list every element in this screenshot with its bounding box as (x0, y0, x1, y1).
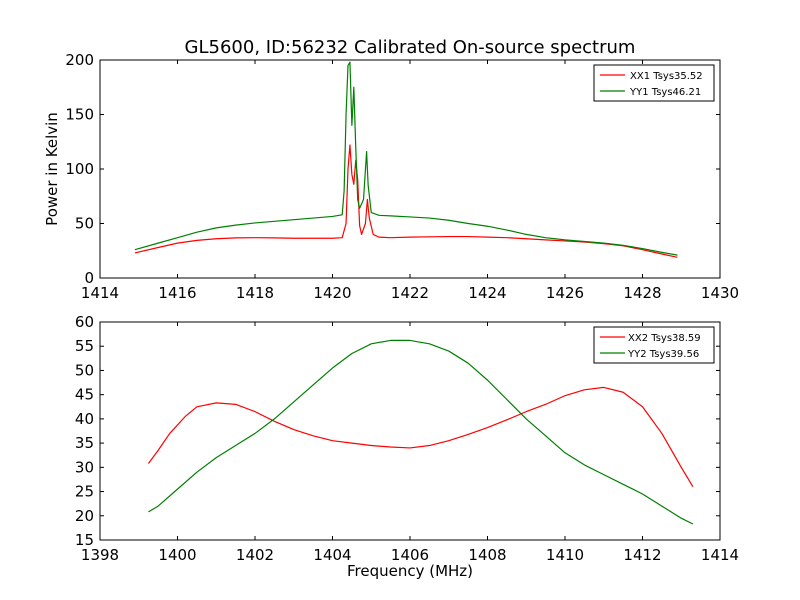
top-legend: XX1 Tsys35.52 YY1 Tsys46.21 (593, 64, 715, 102)
top-x-tick-label: 1418 (236, 284, 274, 302)
bottom-x-tick-label: 1412 (623, 546, 661, 564)
top-y-tick-label: 100 (65, 160, 94, 178)
bottom-y-tick-label: 50 (75, 361, 94, 379)
top-legend-label-xx1: XX1 Tsys35.52 (630, 71, 703, 82)
top-x-tick-label: 1428 (623, 284, 661, 302)
bottom-legend-box (593, 326, 715, 364)
bottom-y-tick-label: 40 (75, 410, 94, 428)
bottom-y-tick-label: 25 (75, 483, 94, 501)
bottom-series-lines (147, 339, 694, 525)
bottom-x-tick-label: 1402 (236, 546, 274, 564)
top-x-tick-label: 1430 (701, 284, 739, 302)
top-y-tick-label: 0 (84, 269, 94, 287)
bottom-x-tick-label: 1410 (546, 546, 584, 564)
bottom-x-tick-label: 1408 (468, 546, 506, 564)
bottom-legend: XX2 Tsys38.59 YY2 Tsys39.56 (593, 326, 715, 364)
top-x-tick-label: 1422 (391, 284, 429, 302)
bottom-spectrum-panel: 1398 1400 1402 1404 1406 1408 1410 1412 1414 15 20… (75, 313, 739, 580)
bottom-plot-frame (99, 321, 721, 541)
bottom-y-tick-label: 30 (75, 458, 94, 476)
bottom-y-tick-label: 45 (75, 386, 94, 404)
bottom-series-line-yy2 (148, 339, 694, 525)
bottom-y-tick-label: 60 (75, 313, 94, 331)
x-axis-label: Frequency (MHz) (347, 562, 473, 580)
top-plot-frame (99, 59, 721, 279)
bottom-x-tick-label: 1404 (313, 546, 351, 564)
bottom-x-tick-label: 1398 (81, 546, 119, 564)
top-legend-box (593, 64, 715, 102)
chart-title: GL5600, ID:56232 Calibrated On-source sp… (185, 37, 636, 58)
bottom-y-tick-label: 15 (75, 531, 94, 549)
top-y-tick-label: 200 (65, 51, 94, 69)
top-x-tick-label: 1420 (313, 284, 351, 302)
top-x-tick-label: 1416 (158, 284, 196, 302)
top-series-lines (134, 61, 678, 258)
top-x-tick-label: 1414 (81, 284, 119, 302)
bottom-x-tick-label: 1414 (701, 546, 739, 564)
top-axis-ticks: 1414 1416 1418 1420 1422 1424 1426 1428 1430 0 50 1… (65, 51, 739, 302)
top-x-tick-label: 1424 (468, 284, 506, 302)
bottom-y-tick-label: 20 (75, 507, 94, 525)
bottom-x-tick-label: 1400 (158, 546, 196, 564)
top-y-axis-label: Power in Kelvin (43, 112, 61, 226)
top-series-line-xx1 (134, 144, 678, 258)
top-series-line-yy1 (134, 61, 678, 256)
bottom-x-tick-label: 1406 (391, 546, 429, 564)
top-x-tick-label: 1426 (546, 284, 584, 302)
bottom-y-tick-label: 55 (75, 337, 94, 355)
top-y-tick-label: 150 (65, 106, 94, 124)
top-y-tick-label: 50 (75, 215, 94, 233)
bottom-legend-label-xx2: XX2 Tsys38.59 (628, 333, 701, 344)
bottom-axis-ticks: 1398 1400 1402 1404 1406 1408 1410 1412 1414 15 20… (75, 313, 739, 564)
bottom-legend-label-yy2: YY2 Tsys39.56 (627, 349, 699, 360)
bottom-y-tick-label: 35 (75, 434, 94, 452)
top-spectrum-panel: 1414 1416 1418 1420 1422 1424 1426 1428 1430 0 50 1… (43, 51, 739, 302)
bottom-series-line-xx2 (147, 386, 694, 488)
top-legend-label-yy1: YY1 Tsys46.21 (629, 87, 701, 98)
